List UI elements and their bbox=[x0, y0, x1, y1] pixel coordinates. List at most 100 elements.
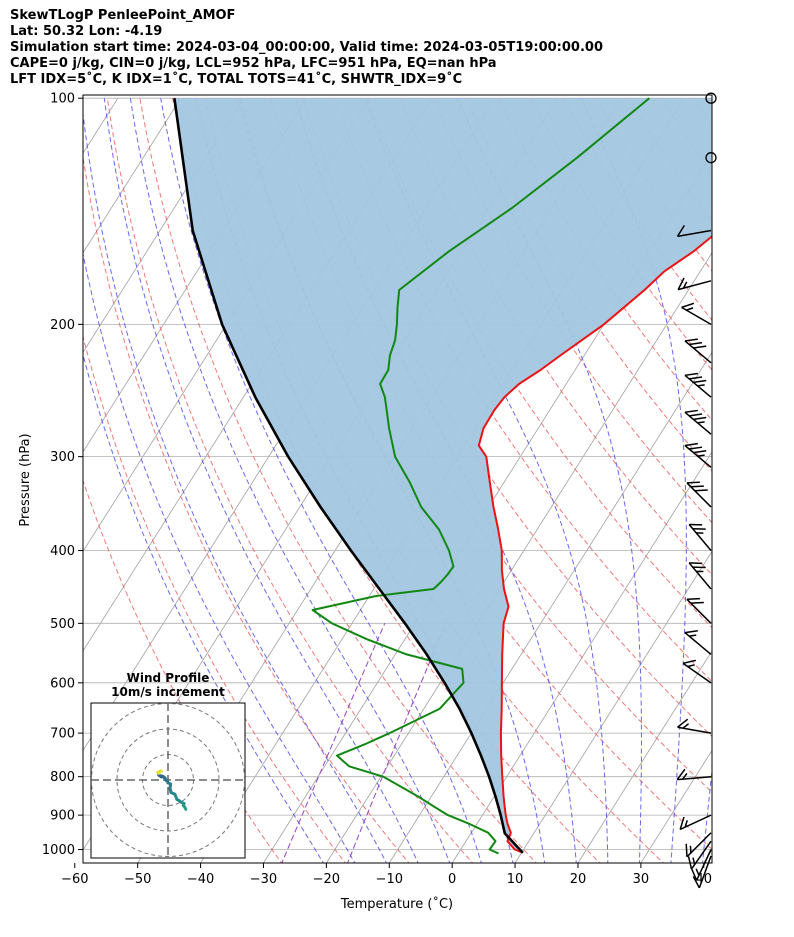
calm-wind-circle bbox=[705, 92, 717, 104]
temperature-profile bbox=[477, 235, 712, 854]
barb-flag bbox=[677, 277, 685, 290]
plot-frame bbox=[82, 94, 713, 864]
y-tick-label: 200 bbox=[50, 318, 75, 333]
barb-flag bbox=[687, 856, 693, 870]
dry-adiabat bbox=[237, 98, 712, 850]
wind-barb bbox=[686, 481, 712, 508]
parcel-profile bbox=[173, 98, 524, 854]
barb-staff bbox=[681, 306, 712, 326]
moist-adiabat bbox=[457, 98, 642, 863]
moist-adiabat bbox=[103, 98, 419, 863]
moist-adiabat bbox=[83, 352, 324, 863]
mixing-ratio-line bbox=[281, 623, 386, 863]
barb-flag bbox=[690, 601, 704, 604]
isotherm-line bbox=[325, 252, 712, 863]
hodograph-plot bbox=[91, 703, 245, 858]
barb-flag bbox=[677, 718, 689, 728]
moist-adiabat bbox=[129, 98, 451, 863]
barb-flag bbox=[692, 857, 696, 865]
chart-header: SkewTLogP PenleePoint_AMOF Lat: 50.32 Lo… bbox=[10, 8, 603, 88]
x-tick-label: 0 bbox=[448, 872, 456, 887]
barb-flag bbox=[693, 449, 707, 454]
stability-indices-2: LFT IDX=5˚C, K IDX=1˚C, TOTAL TOTS=41˚C,… bbox=[10, 72, 463, 87]
barb-flag bbox=[693, 416, 707, 421]
barb-flag bbox=[676, 224, 686, 237]
wind-barb bbox=[682, 659, 712, 684]
barb-flag bbox=[690, 485, 704, 488]
barb-flag bbox=[686, 481, 700, 484]
wind-barb bbox=[677, 277, 712, 291]
barb-staff bbox=[698, 855, 712, 889]
wind-barb bbox=[676, 768, 712, 781]
barb-flag bbox=[690, 868, 698, 881]
x-tick-label: −20 bbox=[313, 872, 340, 887]
barb-flag bbox=[684, 338, 698, 342]
barb-flag bbox=[682, 659, 696, 665]
station-location: Lat: 50.32 Lon: -4.19 bbox=[10, 24, 163, 39]
barb-flag bbox=[687, 664, 695, 668]
wind-barb bbox=[692, 855, 712, 889]
mixing-ratio-line bbox=[346, 623, 447, 863]
barb-flag bbox=[684, 820, 688, 828]
axis-layer: −60 −50 −40 −30 −20 −10 0 10 20 30 40 1000 900 800 700… bbox=[42, 92, 712, 887]
barb-flag bbox=[689, 341, 703, 346]
hodograph-subtitle: 10m/s increment bbox=[111, 685, 225, 699]
hodograph-title: Wind Profile bbox=[127, 671, 210, 685]
barb-flag bbox=[684, 372, 698, 377]
y-tick-label: 900 bbox=[50, 809, 75, 824]
barb-flag bbox=[682, 723, 690, 729]
barb-flag bbox=[689, 413, 703, 417]
wind-barb bbox=[684, 442, 712, 468]
dry-adiabat bbox=[139, 98, 537, 863]
wind-barb bbox=[685, 832, 712, 858]
barb-flag bbox=[679, 816, 685, 830]
isotherm-line bbox=[577, 650, 712, 863]
wind-barbs bbox=[676, 92, 717, 889]
wind-barb bbox=[677, 718, 712, 734]
wind-barb bbox=[690, 849, 712, 881]
y-tick-label: 700 bbox=[50, 727, 75, 742]
x-axis-label: Temperature (˚C) bbox=[340, 896, 453, 912]
barb-flag bbox=[689, 634, 697, 637]
y-tick-label: 600 bbox=[50, 676, 75, 691]
profile-lines-layer bbox=[173, 97, 712, 855]
barb-flag bbox=[697, 454, 705, 457]
dry-adiabat bbox=[83, 479, 283, 863]
barb-staff bbox=[684, 340, 712, 364]
y-tick-label: 800 bbox=[50, 770, 75, 785]
dry-adiabat bbox=[759, 98, 794, 865]
barb-flag bbox=[697, 384, 705, 387]
moist-adiabat bbox=[83, 251, 356, 863]
x-tick-label: −40 bbox=[187, 872, 214, 887]
isotherm-line bbox=[514, 550, 712, 863]
wind-barb bbox=[679, 814, 712, 831]
x-tick-label: 30 bbox=[633, 872, 650, 887]
cape-shading-layer bbox=[174, 98, 712, 850]
barb-flag bbox=[686, 597, 700, 601]
x-tick-label: 10 bbox=[507, 872, 524, 887]
x-tick-label: 40 bbox=[695, 872, 712, 887]
isotherm-line bbox=[703, 849, 712, 863]
barb-flag bbox=[693, 379, 707, 384]
wind-barb bbox=[684, 372, 712, 398]
barb-flag bbox=[692, 876, 701, 889]
barb-flag bbox=[694, 489, 708, 492]
barb-flag bbox=[695, 868, 700, 876]
barb-staff bbox=[686, 832, 712, 858]
wind-barb bbox=[688, 562, 712, 590]
barb-flag bbox=[689, 446, 703, 450]
chart-title: SkewTLogP PenleePoint_AMOF bbox=[10, 8, 236, 23]
y-tick-label: 1000 bbox=[42, 843, 75, 858]
barb-flag bbox=[682, 772, 688, 780]
x-tick-label: −30 bbox=[250, 872, 277, 887]
barb-flag bbox=[684, 629, 698, 634]
simulation-times: Simulation start time: 2024-03-04_00:00:… bbox=[10, 40, 603, 55]
barb-staff bbox=[677, 229, 712, 238]
x-tick-label: −10 bbox=[376, 872, 403, 887]
dry-adiabat bbox=[726, 98, 794, 865]
y-tick-label: 100 bbox=[50, 92, 75, 107]
y-axis-label: Pressure (hPa) bbox=[18, 433, 33, 526]
dry-adiabat bbox=[83, 334, 346, 863]
